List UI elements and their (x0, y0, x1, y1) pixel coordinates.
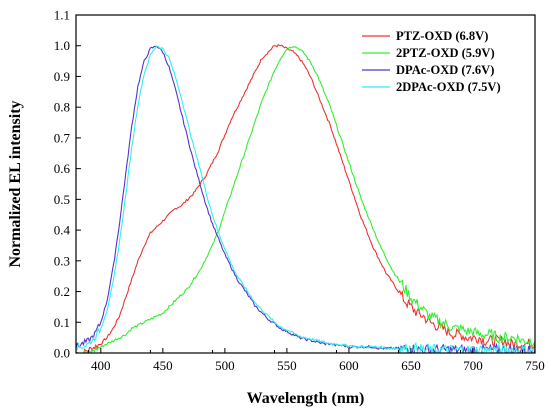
y-tick-label: 0.7 (54, 130, 71, 145)
x-tick-label: 400 (91, 358, 111, 373)
y-axis-title: Normalized EL intensity (7, 100, 24, 267)
legend-label: 2PTZ-OXD (5.9V) (396, 46, 495, 60)
y-tick-label: 0.3 (54, 253, 70, 268)
plot-frame (75, 14, 536, 354)
y-tick-label: 0.8 (54, 100, 70, 115)
legend: PTZ-OXD (6.8V) 2PTZ-OXD (5.9V) DPAc-OXD (7… (362, 29, 501, 94)
y-tick-label: 0.2 (54, 284, 70, 299)
series-line-3 (76, 45, 535, 353)
series-line-1 (76, 43, 535, 353)
legend-label: 2DPAc-OXD (7.5V) (396, 80, 501, 94)
y-axis-ticks: 0.0 0.1 0.2 0.3 0.4 0.5 0.6 0.7 0.8 0.9 1.0 1.1 (54, 8, 81, 361)
y-tick-label: 1.0 (54, 38, 70, 53)
y-tick-label: 0.1 (54, 315, 70, 330)
y-tick-label: 0.9 (54, 69, 70, 84)
x-axis-ticks: 400 450 500 550 600 650 700 750 (87, 348, 545, 373)
legend-label: DPAc-OXD (7.6V) (396, 63, 494, 77)
series-line-2 (81, 45, 535, 353)
x-tick-label: 700 (463, 358, 483, 373)
y-tick-label: 0.0 (54, 346, 70, 361)
y-tick-label: 0.6 (54, 161, 71, 176)
y-tick-label: 0.4 (54, 223, 71, 238)
x-tick-label: 450 (153, 358, 173, 373)
x-tick-label: 650 (401, 358, 421, 373)
x-axis-title: Wavelength (nm) (247, 390, 365, 407)
y-tick-label: 0.5 (54, 192, 70, 207)
series-line-4 (76, 45, 535, 353)
x-tick-label: 600 (339, 358, 359, 373)
series-layer (76, 43, 535, 353)
x-tick-label: 500 (215, 358, 235, 373)
x-tick-label: 550 (277, 358, 297, 373)
y-tick-label: 1.1 (54, 8, 70, 23)
legend-label: PTZ-OXD (6.8V) (396, 29, 488, 43)
x-tick-label: 750 (525, 358, 545, 373)
